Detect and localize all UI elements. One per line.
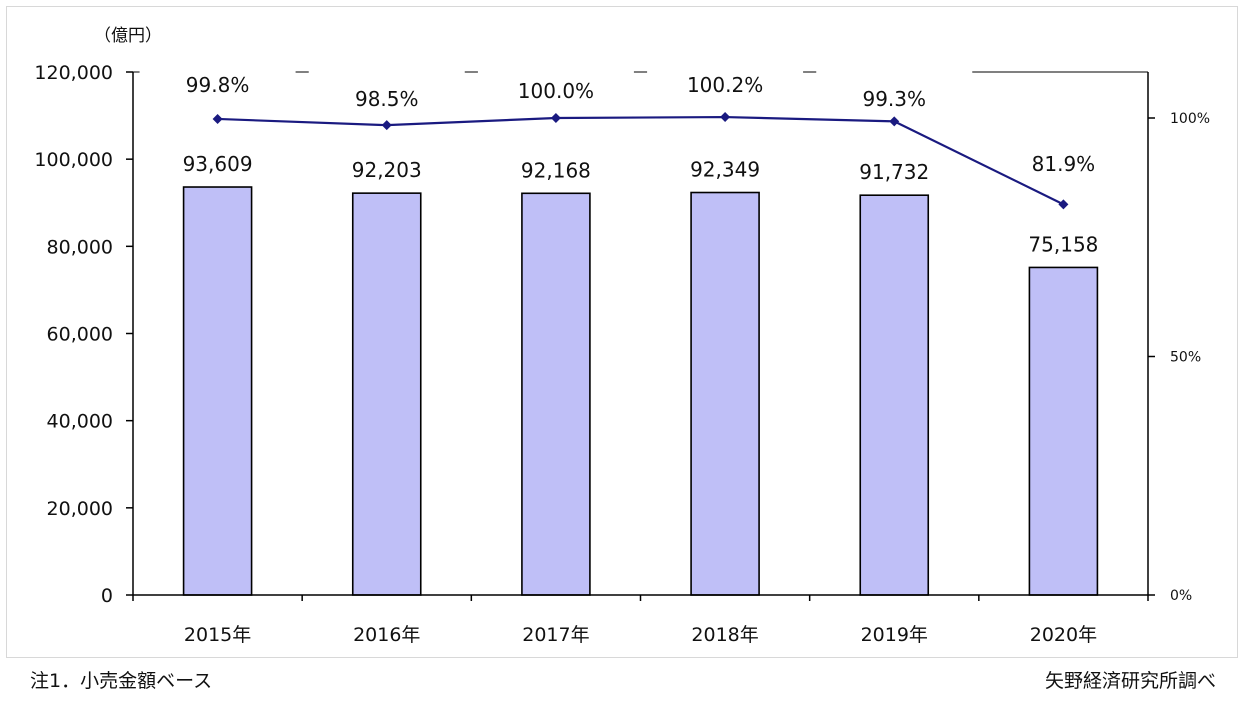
bar-value-label: 93,609	[183, 152, 253, 176]
left-axis-tick-label: 0	[101, 585, 113, 607]
bar-value-label: 92,203	[352, 158, 422, 182]
x-axis-tick-label: 2020年	[1030, 624, 1097, 646]
percent-marker	[889, 116, 900, 127]
right-axis-tick-label: 50%	[1170, 350, 1201, 366]
left-axis-tick-label: 80,000	[47, 236, 113, 258]
percent-label: 100.0%	[518, 79, 594, 103]
bar	[521, 192, 591, 596]
left-axis-tick-label: 60,000	[47, 324, 113, 346]
left-axis-tick-label: 120,000	[34, 62, 113, 84]
bar	[859, 194, 930, 596]
percent-marker	[381, 120, 392, 131]
percent-label: 98.5%	[355, 87, 419, 111]
bar	[182, 186, 253, 596]
percent-label: 100.2%	[687, 73, 763, 97]
percent-marker	[720, 112, 731, 123]
right-axis-tick-label: 100%	[1170, 111, 1210, 127]
bar	[1028, 266, 1099, 596]
x-axis-tick-label: 2018年	[691, 624, 758, 646]
left-axis-tick-label: 40,000	[47, 411, 113, 433]
percent-label: 99.3%	[862, 87, 926, 111]
percent-marker	[550, 113, 561, 123]
percent-line	[217, 115, 1064, 206]
x-axis-tick-label: 2015年	[184, 624, 251, 646]
bar	[690, 191, 760, 596]
right-axis-tick-label: 0%	[1170, 588, 1192, 604]
left-axis-unit-label: （億円）	[94, 26, 162, 46]
bar-value-label: 92,168	[521, 158, 591, 182]
bar-value-label: 75,158	[1028, 232, 1098, 256]
left-axis-tick-label: 20,000	[47, 498, 113, 520]
percent-marker	[212, 113, 223, 124]
x-axis-tick-label: 2019年	[861, 624, 928, 646]
footnote: 注1．小売金額ベース	[30, 670, 213, 692]
percent-marker	[1058, 199, 1069, 210]
percent-label: 81.9%	[1032, 152, 1096, 176]
source-note: 矢野経済研究所調べ	[1044, 670, 1216, 692]
bar	[351, 192, 422, 596]
x-axis-tick-label: 2017年	[522, 624, 589, 646]
x-axis-tick-label: 2016年	[353, 624, 420, 646]
bar-value-label: 92,349	[690, 158, 760, 182]
percent-label: 99.8%	[186, 73, 250, 97]
plot-area: 93,609 92,203 92,168 92,349 91,732 75,158 0 20,…	[34, 62, 1210, 646]
left-axis-tick-label: 100,000	[34, 149, 113, 171]
bar-value-label: 91,732	[859, 160, 929, 184]
